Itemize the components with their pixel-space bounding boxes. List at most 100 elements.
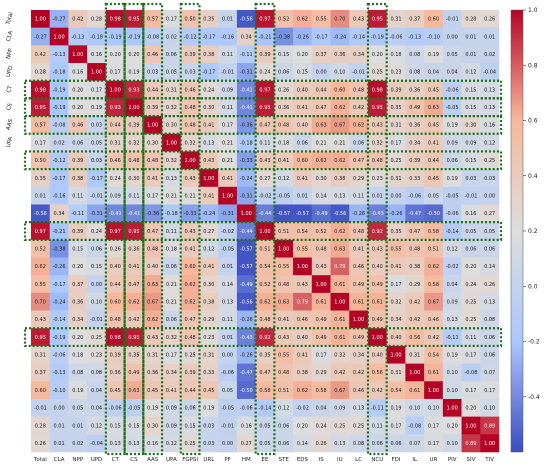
- heatmap-cell: [386, 10, 406, 28]
- heatmap-cell: [367, 239, 387, 258]
- heatmap-cell: [49, 98, 69, 117]
- cell-value-label: 0.95: [128, 335, 139, 341]
- heatmap-cell: [49, 239, 69, 258]
- heatmap-cell: [143, 169, 163, 188]
- heatmap-cell: [218, 169, 238, 188]
- heatmap-cell: [49, 275, 69, 294]
- cell-value-label: 0.13: [334, 441, 345, 447]
- heatmap-cell: [405, 45, 425, 64]
- heatmap-cell: [311, 239, 331, 258]
- heatmap-cell: [124, 398, 144, 417]
- heatmap-cell: [386, 275, 406, 294]
- heatmap-cell: [87, 363, 107, 382]
- heatmap-cell: [143, 222, 163, 241]
- heatmap-cell: [424, 363, 444, 382]
- heatmap-cell: [68, 328, 88, 347]
- heatmap-cell: [68, 434, 88, 453]
- heatmap-cell: [442, 398, 462, 417]
- heatmap-cell: [236, 80, 256, 99]
- cell-value-label: 0.46: [428, 317, 439, 323]
- cell-value-label: 0.09: [110, 193, 121, 199]
- heatmap-cell: [180, 204, 200, 223]
- heatmap-cell: [311, 257, 331, 276]
- cell-value-label: 0.44: [428, 158, 439, 164]
- heatmap-cell: [274, 381, 294, 400]
- cell-value-label: 0.31: [390, 123, 401, 129]
- cell-value-label: 0.03: [185, 70, 196, 76]
- heatmap-cell: [330, 416, 350, 435]
- heatmap-cell: [162, 239, 182, 258]
- heatmap-cell: [255, 133, 275, 152]
- heatmap-cell: [330, 381, 350, 400]
- heatmap-cell: [330, 63, 350, 82]
- cell-value-label: 0.21: [166, 282, 177, 288]
- cell-value-label: 0.11: [259, 140, 270, 146]
- cell-value-label: 0.41: [297, 353, 308, 359]
- cell-value-label: -0.24: [333, 34, 346, 40]
- cell-value-label: 0.17: [390, 140, 401, 146]
- cell-value-label: 0.43: [297, 282, 308, 288]
- heatmap-cell: [124, 116, 144, 135]
- cell-value-label: 0.38: [297, 370, 308, 376]
- cell-value-label: 0.11: [222, 105, 233, 111]
- cell-value-label: 0.92: [372, 229, 383, 235]
- cell-value-label: 0.41: [185, 246, 196, 252]
- heatmap-cell: [367, 345, 387, 364]
- cell-value-label: 0.89: [465, 441, 476, 447]
- heatmap-cell: [405, 381, 425, 400]
- heatmap-cell: [274, 222, 294, 241]
- heatmap-cell: [124, 363, 144, 382]
- heatmap-cell: [349, 27, 369, 46]
- heatmap-cell: [367, 434, 387, 453]
- heatmap-cell: [461, 434, 481, 453]
- heatmap-cell: [180, 345, 200, 364]
- heatmap-cell: [274, 133, 294, 152]
- cell-value-label: 0.62: [35, 264, 46, 270]
- cell-value-label: 0.34: [241, 34, 252, 40]
- heatmap-cell: [68, 151, 88, 170]
- cell-value-label: 0.13: [447, 317, 458, 323]
- cell-value-label: 0.06: [353, 140, 364, 146]
- cell-value-label: 0.48: [278, 282, 289, 288]
- cell-value-label: -0.02: [259, 193, 272, 199]
- cell-value-label: 0.56: [409, 335, 420, 341]
- cell-value-label: 0.32: [372, 140, 383, 146]
- heatmap-cell: [143, 434, 163, 453]
- heatmap-cell: [386, 239, 406, 258]
- heatmap-cell: [293, 133, 313, 152]
- heatmap-cell: [218, 275, 238, 294]
- cell-value-label: 0.08: [409, 52, 420, 58]
- heatmap-cell: [68, 257, 88, 276]
- cell-value-label: 0.24: [465, 282, 476, 288]
- cell-value-label: 0.48: [316, 246, 327, 252]
- cell-value-label: 0.35: [128, 353, 139, 359]
- heatmap-cell: [105, 310, 125, 329]
- heatmap-cell: [124, 275, 144, 294]
- heatmap-cell: [180, 186, 200, 205]
- heatmap-cell: [124, 381, 144, 400]
- heatmap-cell: [218, 80, 238, 99]
- cell-value-label: 0.38: [409, 264, 420, 270]
- cell-value-label: -0.41: [240, 105, 253, 111]
- x-tick-label: UPA: [166, 457, 177, 463]
- cell-value-label: 0.31: [390, 370, 401, 376]
- heatmap-cell: [255, 257, 275, 276]
- cell-value-label: -0.19: [109, 34, 122, 40]
- cell-value-label: 0.62: [128, 300, 139, 306]
- heatmap-cell: [236, 434, 256, 453]
- cell-value-label: 0.47: [316, 105, 327, 111]
- heatmap-cell: [386, 169, 406, 188]
- cell-value-label: 0.06: [166, 317, 177, 323]
- cell-value-label: 0.21: [166, 193, 177, 199]
- cell-value-label: 0.25: [484, 158, 495, 164]
- column-highlight-box: [254, 2, 276, 456]
- cell-value-label: 1.00: [259, 229, 270, 235]
- cell-value-label: 0.34: [72, 317, 83, 323]
- cell-value-label: 0.00: [91, 282, 102, 288]
- cell-value-label: -0.21: [259, 34, 272, 40]
- heatmap-cell: [480, 381, 500, 400]
- cell-value-label: 0.20: [297, 423, 308, 429]
- colorbar-ticks: 1.0 0.8 0.6 0.4 0.2 0.0 -0.2 -0.4: [523, 7, 540, 401]
- heatmap-cell: [386, 186, 406, 205]
- cell-value-label: 0.10: [447, 370, 458, 376]
